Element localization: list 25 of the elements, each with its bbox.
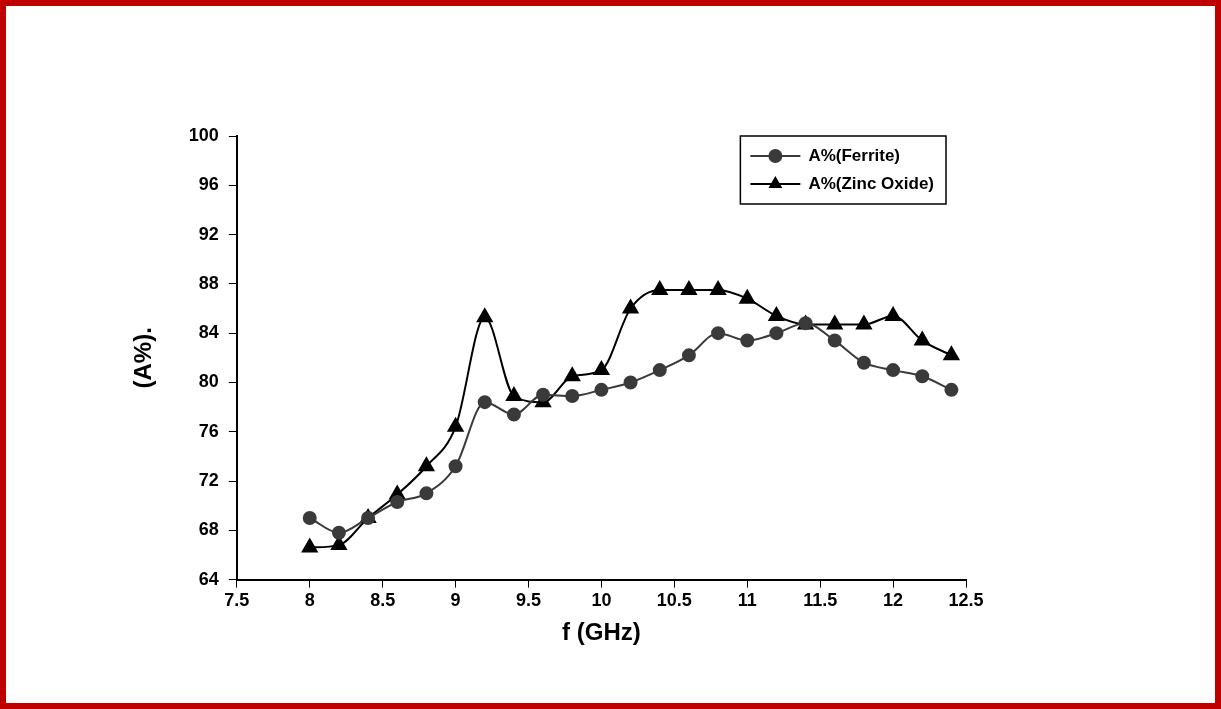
- y-tick-label: 88: [198, 272, 219, 293]
- x-tick-label: 10.5: [656, 590, 692, 611]
- y-tick-label: 68: [198, 519, 219, 540]
- y-tick-label: 92: [198, 223, 219, 244]
- x-tick-label: 12.5: [948, 590, 984, 611]
- y-tick-label: 100: [188, 124, 219, 145]
- y-tick-label: 64: [198, 568, 219, 589]
- x-tick-label: 8: [304, 590, 315, 611]
- x-tick-label: 8.5: [370, 590, 396, 611]
- y-tick-label: 96: [198, 174, 219, 195]
- x-tick-label: 11: [737, 590, 757, 611]
- x-tick-label: 9: [450, 590, 461, 611]
- x-tick-label: 11.5: [803, 590, 838, 611]
- x-tick-label: 9.5: [515, 590, 542, 611]
- y-tick-label: 80: [198, 371, 219, 392]
- x-axis-title: f (GHz): [562, 618, 641, 646]
- legend-label: A%(Ferrite): [808, 145, 900, 165]
- y-axis-title: (A%).: [129, 327, 157, 389]
- y-tick-label: 72: [198, 469, 219, 490]
- y-tick-label: 84: [198, 322, 219, 343]
- legend-label: A%(Zinc Oxide): [808, 173, 934, 193]
- x-tick-label: 7.5: [224, 590, 250, 611]
- x-tick-label: 10: [591, 590, 612, 611]
- y-tick-label: 76: [198, 420, 219, 441]
- x-tick-label: 12: [883, 590, 904, 611]
